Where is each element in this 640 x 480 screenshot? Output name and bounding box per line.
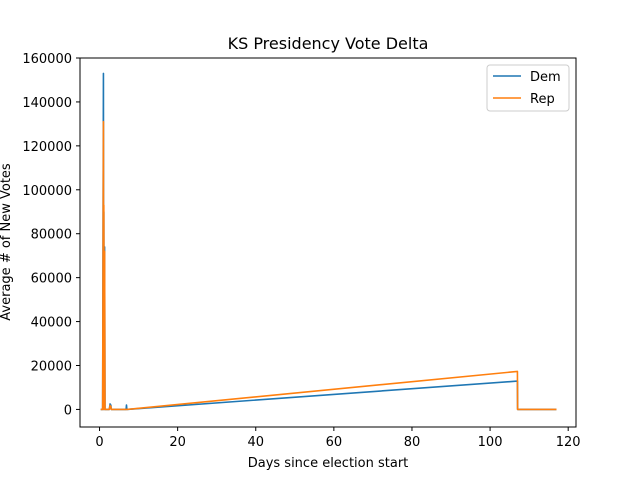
x-axis: 0 20 40 60 80 100 120 bbox=[95, 427, 581, 450]
series-line-dem bbox=[100, 72, 557, 411]
legend: Dem Rep bbox=[486, 64, 570, 112]
y-tick-label: 0 bbox=[64, 403, 72, 418]
y-tick-label: 120000 bbox=[22, 140, 72, 155]
x-axis-label: Days since election start bbox=[248, 456, 409, 471]
x-tick-label: 80 bbox=[404, 435, 421, 450]
x-tick-label: 100 bbox=[478, 435, 503, 450]
x-tick-label: 60 bbox=[326, 435, 343, 450]
legend-label-dem: Dem bbox=[530, 70, 561, 85]
plot-area bbox=[100, 72, 557, 411]
y-tick-label: 60000 bbox=[31, 272, 72, 287]
legend-label-rep: Rep bbox=[530, 92, 555, 107]
y-tick-label: 80000 bbox=[31, 228, 72, 243]
x-tick-label: 0 bbox=[95, 435, 103, 450]
y-tick-label: 140000 bbox=[22, 96, 72, 111]
y-tick-label: 100000 bbox=[22, 184, 72, 199]
x-tick-label: 40 bbox=[247, 435, 264, 450]
y-axis: 0 20000 40000 60000 80000 100000 120000 140000 1… bbox=[22, 52, 80, 418]
y-tick-label: 40000 bbox=[31, 316, 72, 331]
x-tick-label: 120 bbox=[556, 435, 581, 450]
plot-frame bbox=[79, 57, 577, 428]
y-tick-label: 160000 bbox=[22, 52, 72, 67]
y-tick-label: 20000 bbox=[31, 360, 72, 375]
y-axis-label: Average # of New Votes bbox=[0, 163, 14, 321]
x-tick-label: 20 bbox=[169, 435, 186, 450]
chart-title: KS Presidency Vote Delta bbox=[228, 34, 429, 53]
series-line-rep bbox=[100, 120, 557, 411]
